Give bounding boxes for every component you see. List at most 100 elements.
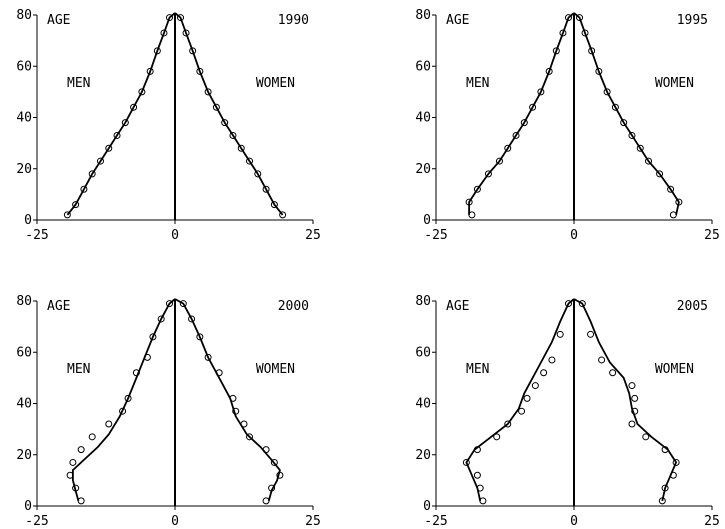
data-point-women bbox=[656, 170, 664, 178]
chart-title: 2000 bbox=[278, 299, 309, 314]
data-point-men bbox=[504, 420, 512, 428]
data-point-men bbox=[80, 185, 88, 193]
women-label: WOMEN bbox=[256, 76, 295, 91]
data-point-women bbox=[188, 315, 196, 323]
data-point-men bbox=[88, 433, 96, 441]
data-point-men bbox=[88, 170, 96, 178]
data-point-men bbox=[548, 356, 556, 364]
data-point-women bbox=[669, 211, 677, 219]
y-axis-label: AGE bbox=[446, 299, 469, 314]
data-point-women bbox=[262, 446, 270, 454]
data-point-men bbox=[130, 103, 138, 111]
data-point-women bbox=[603, 88, 611, 96]
data-point-women bbox=[669, 471, 677, 479]
data-point-women bbox=[212, 103, 220, 111]
data-point-men bbox=[66, 471, 74, 479]
y-tick-label: 60 bbox=[415, 345, 431, 360]
series-line-men bbox=[72, 298, 176, 502]
series-line-women bbox=[174, 12, 284, 216]
women-label: WOMEN bbox=[655, 362, 694, 377]
data-point-men bbox=[105, 420, 113, 428]
y-tick-label: 0 bbox=[24, 213, 32, 228]
data-point-men bbox=[531, 382, 539, 390]
data-point-men bbox=[69, 458, 77, 466]
y-tick-label: 60 bbox=[16, 59, 32, 74]
y-tick-label: 40 bbox=[415, 397, 431, 412]
data-point-men bbox=[559, 29, 567, 37]
data-point-women bbox=[276, 471, 284, 479]
data-point-women bbox=[279, 211, 287, 219]
series-line-men bbox=[66, 12, 176, 216]
data-point-women bbox=[631, 407, 639, 415]
data-point-women bbox=[177, 14, 185, 22]
men-label: MEN bbox=[466, 76, 489, 91]
data-point-men bbox=[552, 47, 560, 55]
series-line-men bbox=[465, 298, 575, 502]
data-point-women bbox=[189, 47, 197, 55]
data-point-men bbox=[77, 446, 85, 454]
data-point-men bbox=[165, 14, 173, 22]
data-point-women bbox=[182, 29, 190, 37]
data-point-men bbox=[72, 201, 80, 209]
data-point-women bbox=[221, 119, 229, 127]
y-tick-label: 20 bbox=[16, 448, 32, 463]
data-point-men bbox=[512, 131, 520, 139]
data-point-men bbox=[504, 144, 512, 152]
y-tick-label: 0 bbox=[24, 499, 32, 514]
y-tick-label: 80 bbox=[16, 294, 32, 309]
chart-title: 1990 bbox=[278, 13, 309, 28]
data-point-women bbox=[620, 119, 628, 127]
data-point-women bbox=[636, 144, 644, 152]
x-tick-label: 0 bbox=[570, 514, 578, 529]
data-point-men bbox=[462, 458, 470, 466]
y-tick-label: 40 bbox=[16, 397, 32, 412]
data-point-men bbox=[105, 144, 113, 152]
data-point-women bbox=[576, 14, 584, 22]
data-point-women bbox=[270, 458, 278, 466]
data-point-men bbox=[476, 484, 484, 492]
y-tick-label: 80 bbox=[415, 294, 431, 309]
data-point-men bbox=[518, 407, 526, 415]
y-axis-label: AGE bbox=[446, 13, 469, 28]
data-point-men bbox=[143, 353, 151, 361]
data-point-men bbox=[495, 157, 503, 165]
data-point-women bbox=[262, 497, 270, 505]
data-point-women bbox=[204, 88, 212, 96]
women-label: WOMEN bbox=[655, 76, 694, 91]
x-tick-label: -25 bbox=[25, 228, 48, 243]
data-point-women bbox=[667, 185, 675, 193]
series-line-men bbox=[468, 12, 575, 215]
x-tick-label: 25 bbox=[704, 228, 720, 243]
men-label: MEN bbox=[67, 362, 90, 377]
data-point-women bbox=[268, 484, 276, 492]
data-point-men bbox=[146, 67, 154, 75]
y-tick-label: 20 bbox=[415, 162, 431, 177]
data-point-men bbox=[77, 497, 85, 505]
x-tick-label: 25 bbox=[305, 514, 321, 529]
y-tick-label: 80 bbox=[415, 8, 431, 23]
data-point-women bbox=[246, 433, 254, 441]
data-point-men bbox=[153, 47, 161, 55]
data-point-women bbox=[254, 170, 262, 178]
chart-title: 1995 bbox=[677, 13, 708, 28]
data-point-men bbox=[473, 446, 481, 454]
y-tick-label: 40 bbox=[16, 111, 32, 126]
data-point-men bbox=[160, 29, 168, 37]
data-point-men bbox=[113, 131, 121, 139]
y-tick-label: 20 bbox=[415, 448, 431, 463]
data-point-women bbox=[588, 47, 596, 55]
data-point-men bbox=[157, 315, 165, 323]
data-point-men bbox=[63, 211, 71, 219]
x-tick-label: 0 bbox=[171, 228, 179, 243]
data-point-men bbox=[468, 211, 476, 219]
y-tick-label: 60 bbox=[16, 345, 32, 360]
data-point-women bbox=[642, 433, 650, 441]
data-point-women bbox=[578, 300, 586, 308]
data-point-women bbox=[672, 458, 680, 466]
data-point-men bbox=[564, 300, 572, 308]
data-point-women bbox=[179, 300, 187, 308]
data-point-women bbox=[196, 67, 204, 75]
data-point-men bbox=[529, 103, 537, 111]
